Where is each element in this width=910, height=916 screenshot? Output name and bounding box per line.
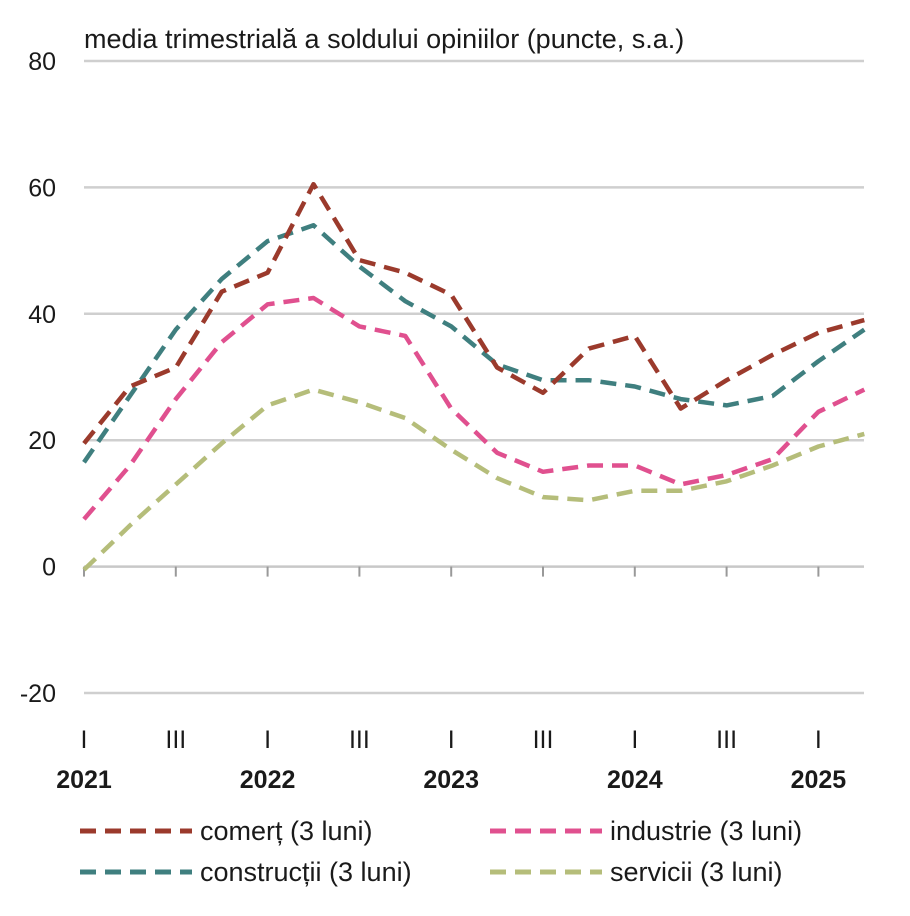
quarter-label: I <box>448 726 455 754</box>
quarter-label: III <box>533 726 554 754</box>
quarter-label: I <box>631 726 638 754</box>
quarter-label: III <box>349 726 370 754</box>
series-line-0 <box>82 181 865 445</box>
legend-label: industrie (3 luni) <box>610 816 802 846</box>
series-lines <box>82 181 866 572</box>
legend-label: comerț (3 luni) <box>200 816 373 846</box>
legend-label: servicii (3 luni) <box>610 857 783 887</box>
legend-label: construcții (3 luni) <box>200 857 412 887</box>
y-tick-label: 60 <box>28 174 56 202</box>
year-label: 2025 <box>791 766 847 794</box>
chart-title: media trimestrială a soldului opiniilor … <box>84 24 684 54</box>
quarter-label: I <box>815 726 822 754</box>
y-axis-ticks: -20 0 20 40 60 80 <box>20 48 56 708</box>
year-label: 2022 <box>240 766 296 794</box>
y-tick-label: 80 <box>28 48 56 76</box>
grid-lines <box>84 59 864 695</box>
legend: comerț (3 luni) industrie (3 luni) constru… <box>80 816 802 887</box>
series-line-3 <box>82 387 865 572</box>
year-label: 2021 <box>56 766 112 794</box>
year-label: 2023 <box>423 766 479 794</box>
y-tick-label: 20 <box>28 427 56 455</box>
year-label: 2024 <box>607 766 663 794</box>
y-tick-label: -20 <box>20 680 56 708</box>
y-tick-label: 0 <box>42 554 56 582</box>
series-line-2 <box>82 223 866 464</box>
quarter-label: III <box>716 726 737 754</box>
quarter-label: I <box>264 726 271 754</box>
quarter-label: III <box>165 726 186 754</box>
quarter-label: I <box>81 726 88 754</box>
y-tick-label: 40 <box>28 301 56 329</box>
series-line-1 <box>82 295 866 521</box>
